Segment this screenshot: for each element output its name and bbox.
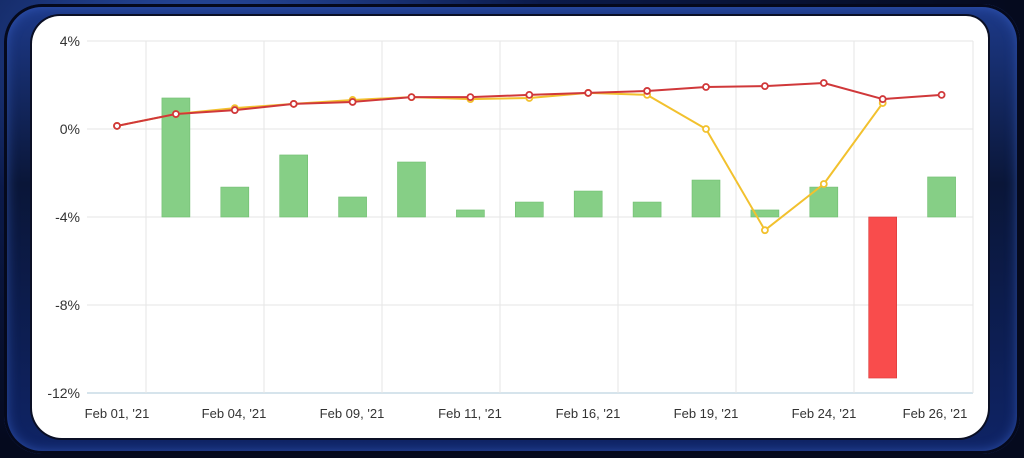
bar[interactable] bbox=[279, 154, 309, 218]
x-tick-label: Feb 26, '21 bbox=[903, 406, 968, 421]
y-axis: 4% 0% -4% -8% -12% bbox=[47, 33, 80, 401]
data-point-marker[interactable] bbox=[702, 83, 710, 91]
y-tick-label: -4% bbox=[55, 209, 80, 225]
bar[interactable] bbox=[632, 201, 662, 218]
data-point-marker[interactable] bbox=[525, 91, 534, 99]
data-point-marker[interactable] bbox=[171, 110, 180, 118]
data-point-marker[interactable] bbox=[289, 100, 298, 108]
data-point-marker[interactable] bbox=[761, 82, 769, 90]
red-line bbox=[116, 82, 942, 127]
bar[interactable] bbox=[456, 209, 485, 218]
y-tick-label: 4% bbox=[60, 33, 80, 49]
y-tick-label: -12% bbox=[47, 385, 80, 401]
x-axis: Feb 01, '21 Feb 04, '21 Feb 09, '21 Feb 11,… bbox=[85, 406, 968, 421]
data-point-marker[interactable] bbox=[937, 91, 946, 99]
x-tick-label: Feb 01, '21 bbox=[85, 406, 150, 421]
data-point-marker[interactable] bbox=[643, 87, 651, 95]
bar[interactable] bbox=[691, 179, 721, 218]
bar[interactable] bbox=[750, 209, 780, 218]
data-point-marker[interactable] bbox=[761, 226, 769, 235]
bar[interactable] bbox=[397, 161, 426, 218]
data-point-marker[interactable] bbox=[466, 93, 475, 101]
chart-panel bbox=[32, 16, 988, 438]
data-point-marker[interactable] bbox=[348, 98, 357, 106]
x-tick-label: Feb 11, '21 bbox=[438, 406, 502, 421]
bar[interactable] bbox=[220, 186, 250, 218]
data-point-marker[interactable] bbox=[702, 125, 710, 133]
data-point-marker[interactable] bbox=[407, 93, 416, 101]
bar[interactable] bbox=[338, 196, 367, 218]
y-tick-label: -8% bbox=[55, 297, 80, 313]
line-series bbox=[113, 79, 946, 235]
data-point-marker[interactable] bbox=[819, 180, 828, 188]
data-point-marker[interactable] bbox=[230, 106, 239, 114]
bar[interactable] bbox=[514, 201, 544, 218]
y-tick-label: 0% bbox=[60, 121, 80, 137]
data-point-marker[interactable] bbox=[113, 122, 121, 130]
bar[interactable] bbox=[573, 190, 603, 218]
yellow-line bbox=[116, 91, 884, 232]
data-point-marker[interactable] bbox=[819, 79, 828, 87]
x-tick-label: Feb 19, '21 bbox=[674, 406, 739, 421]
bar-series bbox=[161, 97, 956, 379]
data-point-marker[interactable] bbox=[584, 89, 593, 97]
x-tick-label: Feb 09, '21 bbox=[320, 406, 385, 421]
x-tick-label: Feb 04, '21 bbox=[202, 406, 267, 421]
x-tick-label: Feb 16, '21 bbox=[556, 406, 621, 421]
data-point-marker[interactable] bbox=[878, 95, 887, 103]
bar[interactable] bbox=[868, 216, 898, 379]
x-tick-label: Feb 24, '21 bbox=[792, 406, 857, 421]
bar[interactable] bbox=[927, 176, 956, 218]
